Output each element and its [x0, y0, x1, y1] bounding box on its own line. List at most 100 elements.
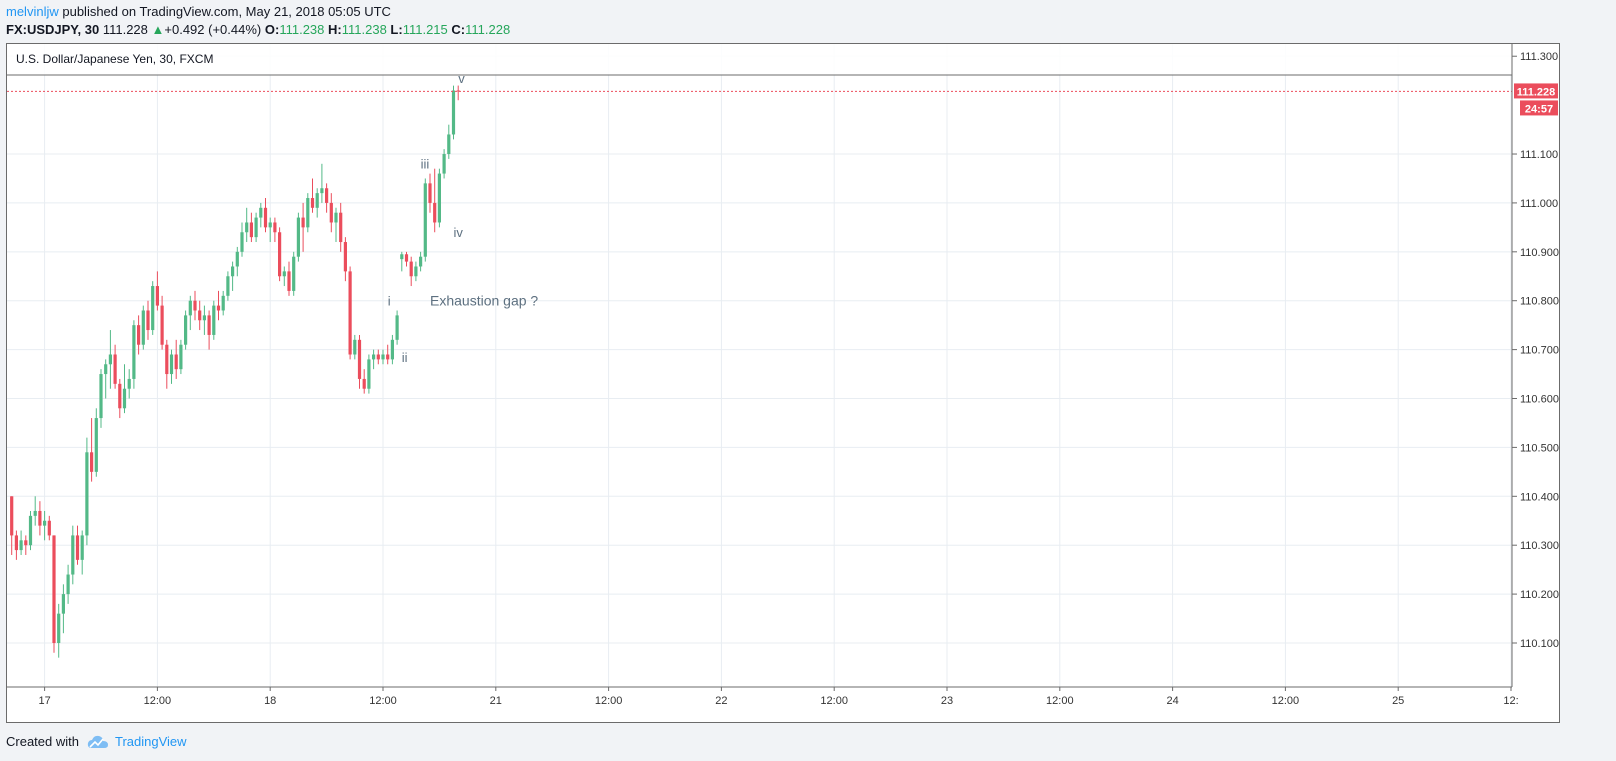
- candle-body: [372, 354, 376, 360]
- price-tick-label: 110.100: [1520, 638, 1559, 650]
- candle: [306, 193, 310, 233]
- author-link[interactable]: melvinljw: [6, 4, 59, 19]
- candle-body: [202, 315, 206, 321]
- annotation-label: Exhaustion gap ?: [430, 293, 538, 309]
- candle: [104, 359, 108, 399]
- candle-body: [301, 217, 305, 228]
- candle: [376, 349, 380, 365]
- candle-body: [179, 344, 183, 370]
- candle-body: [104, 364, 108, 375]
- last-price: 111.228: [102, 22, 148, 37]
- countdown-tag-label: 24:57: [1525, 103, 1553, 115]
- candle-body: [357, 339, 362, 379]
- candle-body: [184, 315, 188, 345]
- footer: Created with TradingView: [6, 734, 187, 749]
- candle-body: [404, 254, 409, 262]
- candle: [433, 168, 437, 233]
- candle-body: [390, 339, 394, 360]
- candle-body: [348, 271, 352, 355]
- candle: [419, 251, 423, 272]
- candle-body: [118, 383, 122, 409]
- time-tick-label: 25: [1392, 695, 1404, 707]
- time-tick-label: 12:00: [144, 695, 172, 707]
- candle: [390, 334, 394, 365]
- candle: [160, 295, 164, 350]
- annotation-label: iii: [421, 157, 430, 172]
- time-tick-label: 12:: [1503, 695, 1518, 707]
- price-tick-label: 110.500: [1520, 442, 1559, 454]
- close-label: C:: [451, 22, 466, 37]
- candle: [118, 378, 122, 419]
- candle-body: [386, 354, 390, 360]
- candle-body: [212, 305, 216, 335]
- candle: [24, 535, 28, 555]
- price-change: +0.492 (+0.44%): [164, 22, 262, 37]
- time-axis[interactable]: 17 12:00 18 12:00 21 12:00 22 12:00 23 12:00 24 12:…: [7, 686, 1519, 707]
- candle: [310, 178, 315, 213]
- time-tick-label: 23: [941, 695, 953, 707]
- open-label: O:: [264, 22, 280, 37]
- candle: [174, 339, 178, 379]
- tradingview-link[interactable]: TradingView: [114, 734, 187, 749]
- candle-body: [71, 535, 75, 575]
- symbol-label: FX:USDJPY, 30: [6, 22, 100, 37]
- candle: [357, 334, 362, 389]
- candle-body: [141, 310, 145, 345]
- candle-body: [132, 325, 136, 379]
- grid: [7, 44, 1512, 687]
- candle: [122, 364, 127, 414]
- candle: [292, 251, 296, 296]
- candle-body: [207, 315, 211, 335]
- candle: [343, 237, 347, 282]
- time-tick-label: 24: [1166, 695, 1178, 707]
- candle: [249, 212, 253, 243]
- candle: [38, 501, 42, 536]
- candle: [245, 207, 249, 243]
- annotation-label: iv: [454, 225, 464, 240]
- candle-body: [259, 207, 263, 218]
- price-tick-label: 110.700: [1520, 345, 1559, 357]
- candle-body: [414, 266, 418, 277]
- candle-body: [33, 510, 37, 516]
- time-tick-label: 21: [490, 695, 502, 707]
- published-text: published on TradingView.com, May 21, 20…: [62, 4, 391, 19]
- candle: [353, 334, 357, 360]
- candle: [254, 212, 258, 243]
- candle: [188, 295, 192, 331]
- candle-body: [456, 90, 460, 92]
- price-tick-label: 110.800: [1520, 296, 1559, 308]
- candle-body: [66, 574, 70, 595]
- candle-body: [442, 154, 446, 174]
- candle-body: [10, 496, 14, 536]
- candle-body: [127, 378, 131, 389]
- last-price-tag-label: 111.228: [1517, 86, 1556, 98]
- triangle-up-icon: ▲: [151, 22, 165, 37]
- candle: [179, 339, 183, 375]
- candle-body: [122, 388, 127, 409]
- candle-body: [80, 535, 84, 560]
- candle: [287, 261, 291, 296]
- candle: [80, 530, 84, 575]
- candle-body: [47, 520, 51, 536]
- candle: [301, 202, 305, 252]
- candle-body: [99, 374, 103, 419]
- high-label: H:: [328, 22, 342, 37]
- candle: [14, 530, 18, 560]
- candle: [235, 246, 239, 277]
- chart-frame[interactable]: v iii iv i ii Exhaustion gap ? U.S. Dollar/Ja…: [6, 43, 1560, 723]
- candle: [94, 408, 98, 477]
- candle: [381, 349, 385, 365]
- candle-body: [306, 198, 310, 228]
- candle-body: [433, 202, 437, 223]
- candle: [43, 510, 47, 541]
- candle: [442, 149, 446, 179]
- candle: [33, 496, 37, 526]
- candle-body: [343, 242, 347, 272]
- candle-body: [24, 540, 28, 546]
- candle-body: [61, 594, 65, 614]
- candle-body: [216, 305, 221, 311]
- price-axis[interactable]: 111.300 111.100 111.000 110.900 110.800 110.7…: [1511, 44, 1559, 687]
- candle-body: [38, 510, 42, 526]
- candle: [184, 310, 188, 350]
